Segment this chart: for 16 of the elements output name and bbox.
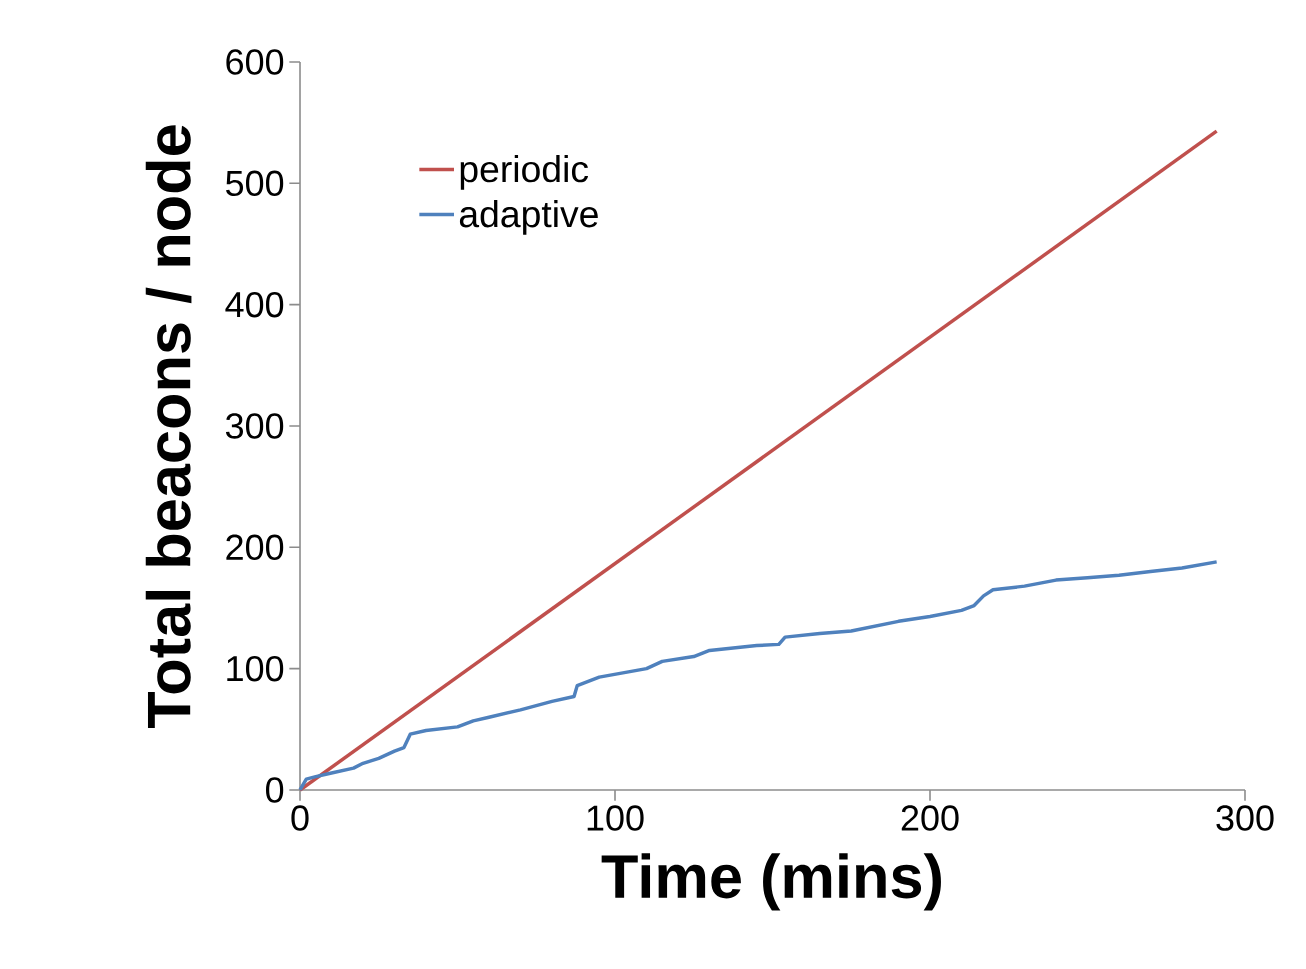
x-tick-label: 300 — [1216, 805, 1274, 831]
y-tick-label: 600 — [226, 49, 284, 75]
x-tick-label: 200 — [901, 805, 959, 831]
x-axis-title: Time (mins) — [601, 853, 941, 911]
y-axis-title: Total beacons / node — [145, 125, 192, 729]
y-tick-label: 400 — [225, 291, 284, 318]
x-tick-label: 100 — [587, 805, 644, 831]
x-tick-label: 0 — [291, 805, 309, 831]
y-tick-label: 200 — [226, 534, 284, 561]
y-tick-label: 100 — [227, 655, 284, 682]
y-tick-label: 300 — [225, 413, 284, 439]
y-tick-label: 0 — [266, 777, 284, 803]
legend-label: adaptive — [459, 200, 598, 235]
y-tick-label: 500 — [226, 170, 284, 197]
legend-label: periodic — [460, 154, 589, 190]
line-series — [298, 560, 1219, 792]
